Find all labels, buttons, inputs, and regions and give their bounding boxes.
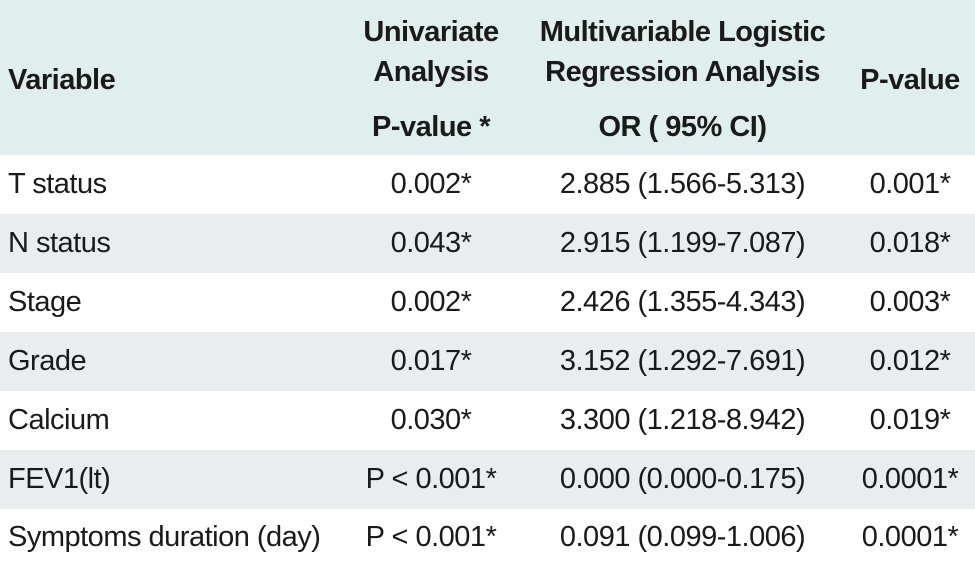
cell-univariate: 0.043* [390,227,472,259]
table-row: Symptoms duration (day) P < 0.001* 0.091… [0,508,975,567]
cell-or-ci: 3.152 (1.292-7.691) [559,345,806,377]
cell-variable: Calcium [8,404,110,436]
header-variable: Variable [8,64,116,96]
table-row: Calcium 0.030* 3.300 (1.218-8.942) 0.019… [0,391,975,450]
cell-univariate: 0.017* [390,345,472,377]
cell-univariate: 0.030* [390,404,472,436]
cell-univariate: 0.002* [390,286,472,318]
cell-pvalue: 0.018* [869,227,951,259]
header-multivariable: Multivariable Logistic Regression Analys… [520,12,845,147]
header-univariate-line1: Univariate [363,16,499,48]
table-header: Variable Univariate Analysis P-value * M… [0,0,975,155]
cell-or-ci: 2.885 (1.566-5.313) [559,168,806,200]
header-univariate: Univariate Analysis P-value * [346,12,516,147]
cell-or-ci: 0.091 (0.099-1.006) [559,521,806,553]
cell-or-ci: 3.300 (1.218-8.942) [559,404,806,436]
header-univariate-line2: Analysis [373,56,489,88]
table-row: Stage 0.002* 2.426 (1.355-4.343) 0.003* [0,273,975,332]
cell-pvalue: 0.001* [869,168,951,200]
cell-or-ci: 2.915 (1.199-7.087) [559,227,806,259]
header-pvalue: P-value [860,64,960,96]
cell-pvalue: 0.0001* [861,521,959,553]
cell-univariate: P < 0.001* [365,463,497,495]
table-row: T status 0.002* 2.885 (1.566-5.313) 0.00… [0,155,975,214]
cell-variable: Stage [8,286,82,318]
cell-or-ci: 2.426 (1.355-4.343) [559,286,806,318]
cell-univariate: 0.002* [390,168,472,200]
table-row: Grade 0.017* 3.152 (1.292-7.691) 0.012* [0,332,975,391]
table-row: FEV1(lt) P < 0.001* 0.000 (0.000-0.175) … [0,450,975,509]
cell-variable: FEV1(lt) [8,463,111,495]
header-multivariable-line1: Multivariable Logistic [539,16,826,48]
cell-pvalue: 0.003* [869,286,951,318]
cell-univariate: P < 0.001* [365,521,497,553]
table-row: N status 0.043* 2.915 (1.199-7.087) 0.01… [0,214,975,273]
cell-or-ci: 0.000 (0.000-0.175) [559,463,806,495]
cell-pvalue: 0.0001* [861,463,959,495]
cell-variable: N status [8,227,111,259]
cell-variable: Grade [8,345,87,377]
header-multivariable-line3: OR ( 95% CI) [598,111,767,143]
cell-variable: Symptoms duration (day) [8,521,321,553]
cell-variable: T status [8,168,107,200]
header-univariate-line3: P-value * [372,111,491,143]
cell-pvalue: 0.012* [869,345,951,377]
cell-pvalue: 0.019* [869,404,951,436]
header-multivariable-line2: Regression Analysis [545,56,820,88]
